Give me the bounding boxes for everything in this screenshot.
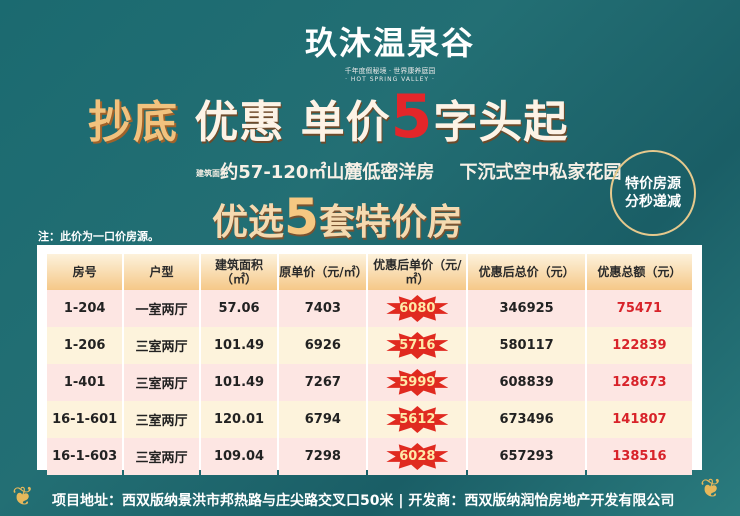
- table-cell: 346925: [468, 290, 585, 327]
- subline-label: 建筑面积: [196, 168, 228, 178]
- table-cell: 1-206: [47, 327, 123, 364]
- column-header: 建筑面积（㎡）: [200, 254, 278, 290]
- column-header: 优惠总额（元）: [586, 254, 692, 290]
- footer-divider: |: [398, 493, 404, 509]
- subline-text: 约57-120㎡山麓低密洋房 下沉式空中私家花园: [220, 162, 622, 183]
- stamp-line2: 分秒递减: [625, 194, 681, 210]
- table-cell: 101.49: [200, 327, 278, 364]
- price-table: 房号 户型 建筑面积（㎡） 原单价（元/㎡） 优惠后单价（元/㎡） 优惠后总价（元） 优惠总…: [45, 254, 694, 475]
- table-cell: 三室两厅: [124, 364, 199, 401]
- column-header: 优惠后总价（元）: [468, 254, 585, 290]
- table-cell: 580117: [468, 327, 585, 364]
- column-header: 户型: [124, 254, 199, 290]
- logo-english: · HOT SPRING VALLEY ·: [345, 76, 435, 83]
- pick-title: 优选5套特价房: [212, 188, 463, 246]
- gold-leaf-icon: ❦: [700, 474, 722, 504]
- pick-number: 5: [284, 188, 319, 246]
- table-cell: 109.04: [200, 438, 278, 475]
- table-cell: 122839: [586, 327, 692, 364]
- discount-price-burst: 5999: [386, 369, 449, 396]
- table-cell: 5999: [368, 364, 467, 401]
- table-row: 1-206 三室两厅 101.49 6926 5716 580117 122839: [47, 327, 692, 364]
- table-cell: 57.06: [200, 290, 278, 327]
- column-header: 优惠后单价（元/㎡）: [368, 254, 467, 290]
- logo: 玖沐温泉谷 千年度假秘境 · 世界康养庭园 · HOT SPRING VALLE…: [290, 18, 490, 83]
- table-cell: 7267: [279, 364, 367, 401]
- table-cell: 138516: [586, 438, 692, 475]
- table-cell: 141807: [586, 401, 692, 438]
- table-cell: 6926: [279, 327, 367, 364]
- headline-part2: 优惠 单价: [194, 97, 391, 148]
- table-cell: 608839: [468, 364, 585, 401]
- logo-tagline: 千年度假秘境 · 世界康养庭园: [344, 67, 436, 75]
- table-row: 1-401 三室两厅 101.49 7267 5999 608839 128673: [47, 364, 692, 401]
- headline-part3: 字头起: [433, 97, 569, 148]
- table-cell: 一室两厅: [124, 290, 199, 327]
- stamp: 特价房源 分秒递减: [610, 150, 696, 236]
- table-cell: 三室两厅: [124, 327, 199, 364]
- table-cell: 6080: [368, 290, 467, 327]
- discount-price-burst: 5716: [386, 332, 449, 359]
- table-cell: 6028: [368, 438, 467, 475]
- table-cell: 7403: [279, 290, 367, 327]
- headline: 抄底 优惠 单价5字头起: [88, 86, 568, 150]
- table-row: 16-1-601 三室两厅 120.01 6794 5612 673496 141807: [47, 401, 692, 438]
- table-cell: 1-204: [47, 290, 123, 327]
- pick-part2: 套特价房: [318, 202, 463, 243]
- headline-number: 5: [390, 82, 434, 152]
- headline-part1: 抄底: [88, 97, 178, 148]
- table-cell: 16-1-601: [47, 401, 123, 438]
- table-cell: 三室两厅: [124, 401, 199, 438]
- discount-price-burst: 5612: [386, 406, 449, 433]
- footer: ❦ 项目地址：西双版纳景洪市邦热路与庄尖路交叉口50米 | 开发商：西双版纳润怡…: [0, 474, 740, 516]
- table-cell: 120.01: [200, 401, 278, 438]
- note: 注：此价为一口价房源。: [38, 230, 159, 243]
- table-cell: 5716: [368, 327, 467, 364]
- table-cell: 75471: [586, 290, 692, 327]
- table-cell: 6794: [279, 401, 367, 438]
- stamp-line1: 特价房源: [625, 176, 681, 192]
- price-table-card: 房号 户型 建筑面积（㎡） 原单价（元/㎡） 优惠后单价（元/㎡） 优惠后总价（元） 优惠总…: [37, 245, 702, 475]
- discount-price-burst: 6080: [386, 295, 449, 322]
- table-cell: 128673: [586, 364, 692, 401]
- table-cell: 101.49: [200, 364, 278, 401]
- table-cell: 7298: [279, 438, 367, 475]
- gold-leaf-icon: ❦: [12, 482, 34, 512]
- logo-name: 玖沐温泉谷: [304, 24, 475, 62]
- column-header: 房号: [47, 254, 123, 290]
- table-cell: 16-1-603: [47, 438, 123, 475]
- subline: 建筑面积 约57-120㎡山麓低密洋房 下沉式空中私家花园: [196, 158, 621, 184]
- table-cell: 5612: [368, 401, 467, 438]
- footer-address: 项目地址：西双版纳景洪市邦热路与庄尖路交叉口50米: [52, 493, 394, 509]
- footer-developer: 开发商：西双版纳润怡房地产开发有限公司: [408, 493, 675, 509]
- pick-part1: 优选: [212, 202, 285, 243]
- table-row: 16-1-603 三室两厅 109.04 7298 6028 657293 138516: [47, 438, 692, 475]
- table-cell: 657293: [468, 438, 585, 475]
- table-cell: 1-401: [47, 364, 123, 401]
- table-row: 1-204 一室两厅 57.06 7403 6080 346925 75471: [47, 290, 692, 327]
- table-cell: 三室两厅: [124, 438, 199, 475]
- column-header: 原单价（元/㎡）: [279, 254, 368, 290]
- discount-price-burst: 6028: [386, 443, 449, 470]
- table-cell: 673496: [468, 401, 585, 438]
